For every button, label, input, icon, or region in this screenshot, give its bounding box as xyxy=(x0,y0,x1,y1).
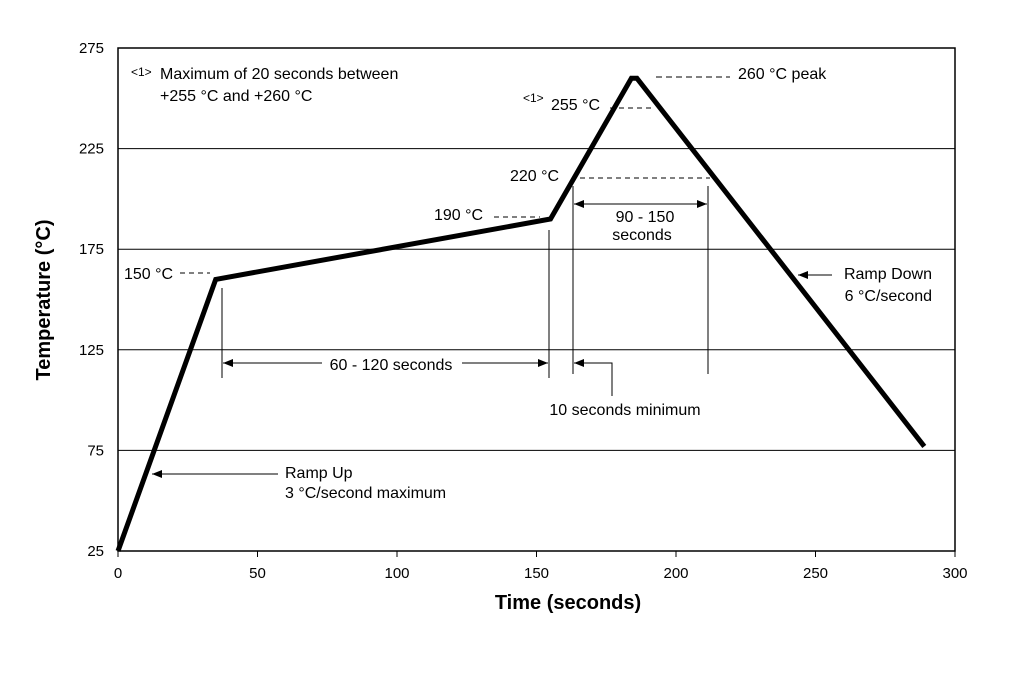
ramp-down-line1: Ramp Down xyxy=(844,266,932,283)
y-axis-title: Temperature (°C) xyxy=(33,220,55,381)
x-tick-label: 50 xyxy=(249,565,266,582)
duration-90-150-line2: seconds xyxy=(612,227,672,244)
note-line2: +255 °C and +260 °C xyxy=(160,88,312,105)
y-tick-label: 75 xyxy=(87,442,104,459)
y-tick-label: 275 xyxy=(79,40,104,57)
arrowheads xyxy=(152,200,808,478)
y-tick-label: 225 xyxy=(79,141,104,158)
grid xyxy=(118,148,955,451)
t190-label: 190 °C xyxy=(434,207,483,224)
note-marker: <1> xyxy=(131,65,152,79)
y-tick-label: 125 xyxy=(79,342,104,359)
ramp-up-line1: Ramp Up xyxy=(285,465,353,482)
x-axis: 0 50 100 150 200 250 300 xyxy=(114,551,968,582)
temperature-profile-line xyxy=(115,75,927,552)
duration-90-150-line1: 90 - 150 xyxy=(616,209,675,226)
leader-10s xyxy=(574,362,613,396)
duration-60-120: 60 - 120 seconds xyxy=(330,357,453,374)
arrowhead-ramp-up xyxy=(152,470,162,478)
arrowhead-60-120-left xyxy=(223,359,233,367)
note-line1: Maximum of 20 seconds between xyxy=(160,66,398,83)
annotations: <1> Maximum of 20 seconds between +255 °… xyxy=(124,65,932,502)
arrowhead-60-120-right xyxy=(538,359,548,367)
arrowhead-90-150-left xyxy=(574,200,584,208)
arrowhead-ramp-down xyxy=(798,271,808,279)
t255-marker: <1> xyxy=(523,91,544,105)
x-tick-label: 300 xyxy=(942,565,967,582)
t255-label: 255 °C xyxy=(551,97,600,114)
y-axis: 25 75 125 175 225 275 xyxy=(79,40,104,560)
peak-label: 260 °C peak xyxy=(738,66,827,83)
x-tick-label: 0 xyxy=(114,565,122,582)
guide-lines xyxy=(152,76,832,475)
x-tick-label: 200 xyxy=(663,565,688,582)
ramp-up-line2: 3 °C/second maximum xyxy=(285,485,446,502)
y-tick-label: 25 xyxy=(87,543,104,560)
x-tick-label: 250 xyxy=(803,565,828,582)
plot-frame xyxy=(117,47,956,552)
x-tick-label: 150 xyxy=(524,565,549,582)
ramp-down-line2: 6 °C/second xyxy=(845,288,932,305)
x-axis-title: Time (seconds) xyxy=(495,592,641,614)
y-tick-label: 175 xyxy=(79,241,104,258)
t220-label: 220 °C xyxy=(510,168,559,185)
x-tick-label: 100 xyxy=(384,565,409,582)
t150-label: 150 °C xyxy=(124,266,173,283)
min-10-label: 10 seconds minimum xyxy=(549,402,700,419)
arrowhead-90-150-right xyxy=(697,200,707,208)
arrowhead-10s xyxy=(574,359,584,367)
